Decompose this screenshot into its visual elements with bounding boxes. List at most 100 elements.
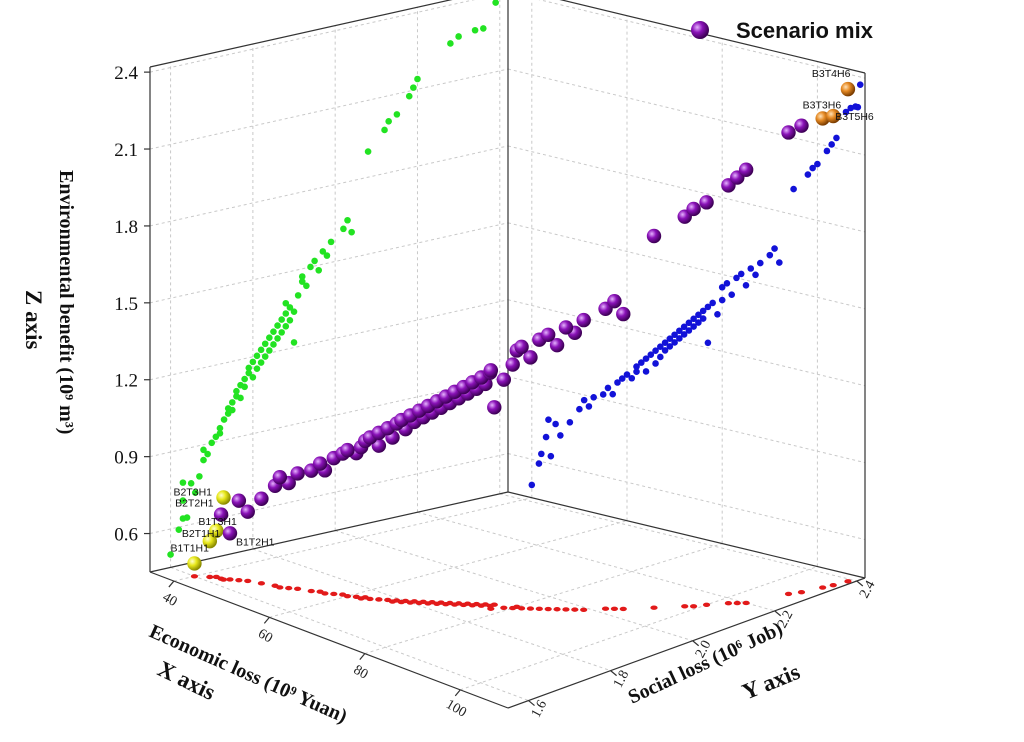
xy-projection-point: [650, 605, 658, 610]
y-axis-line: [507, 577, 866, 709]
yz-projection-point: [547, 452, 555, 460]
yz-projection-point: [623, 371, 631, 378]
xz-projection-point: [257, 359, 265, 366]
yz-projection-point: [709, 299, 716, 307]
yz-projection-point: [671, 331, 678, 339]
xy-projection-point: [244, 578, 252, 584]
z-axis-name: Z axis: [21, 290, 46, 349]
yz-projection-point: [685, 327, 693, 334]
x-tick-label: 80: [351, 663, 371, 683]
scenario-point: [272, 470, 288, 485]
yz-projection-point: [699, 307, 707, 315]
xy-projection-point: [366, 596, 374, 602]
yz-projection-point: [542, 433, 550, 441]
yz-projection-point: [545, 416, 552, 424]
floor-edge: [507, 491, 866, 579]
xz-projection-point: [274, 335, 281, 342]
scenario-point: [496, 372, 512, 387]
gridline-z-right: [507, 68, 866, 156]
xz-projection-point: [237, 394, 244, 402]
scenario-point: [738, 162, 754, 177]
xy-projection-point: [285, 585, 293, 591]
yz-projection-point: [599, 391, 607, 398]
xz-projection-point: [270, 341, 277, 348]
yz-projection-point: [854, 103, 862, 111]
top-edge: [559, 0, 866, 74]
scenario-point: [558, 320, 574, 335]
yz-projection-point: [557, 432, 564, 439]
xz-projection-point: [282, 310, 290, 317]
scenario-point: [607, 293, 622, 309]
y-tick-label: 1.8: [611, 668, 632, 690]
yz-projection-point: [833, 134, 840, 142]
xy-projection-point: [321, 591, 329, 596]
scenario-point: [202, 533, 218, 549]
gridline-z-left: [149, 299, 509, 381]
xz-projection-point: [245, 364, 253, 372]
xz-projection-point: [393, 111, 401, 118]
xz-projection-point: [266, 334, 273, 341]
scenario-point: [540, 327, 556, 342]
xz-projection-point: [183, 514, 191, 521]
xz-projection-point: [191, 489, 199, 496]
yz-projection-point: [676, 335, 683, 342]
point-label: B1T3H1: [198, 516, 237, 528]
yz-projection-point: [528, 481, 536, 489]
xz-projection-point: [257, 346, 265, 354]
floor-edge: [149, 491, 509, 573]
xz-projection-point: [274, 322, 281, 329]
xy-projection-point: [219, 577, 228, 582]
x-tick-mark: [454, 689, 461, 697]
yz-projection-point: [652, 347, 659, 354]
xz-projection-point: [315, 266, 323, 274]
xz-projection-point: [204, 450, 211, 458]
yz-projection-point: [718, 296, 726, 304]
xy-projection-point: [829, 582, 837, 588]
yz-projection-point: [742, 281, 750, 289]
xz-projection-point: [298, 273, 306, 280]
yz-projection-point: [766, 251, 774, 259]
yz-projection-point: [723, 279, 731, 287]
xz-projection-point: [245, 369, 253, 377]
x-tick-mark: [168, 580, 175, 588]
x-tick-label: 100: [443, 697, 469, 720]
yz-projection-point: [704, 339, 712, 347]
xz-projection-point: [364, 148, 372, 155]
scenario-point: [549, 338, 565, 353]
xz-projection-point: [480, 25, 487, 32]
xz-projection-point: [290, 339, 298, 346]
xz-projection-point: [303, 282, 310, 290]
gridline-y-floor: [252, 548, 611, 672]
xz-projection-point: [179, 479, 187, 486]
xz-projection-point: [179, 497, 187, 504]
xy-projection-point: [553, 607, 561, 612]
yz-projection-point: [690, 315, 697, 323]
scenario-point: [840, 81, 856, 97]
scenario-point: [487, 400, 502, 415]
yz-projection-point: [737, 270, 745, 278]
yz-projection-point: [704, 303, 712, 311]
xy-projection-point: [487, 606, 495, 611]
gridline-z-right: [507, 299, 866, 387]
xz-projection-point: [278, 329, 285, 336]
xy-projection-point: [307, 588, 315, 594]
legend: Scenario mix: [691, 18, 874, 43]
xz-projection-point: [228, 406, 236, 414]
z-tick-label: 1.2: [114, 371, 138, 392]
yz-projection-point: [685, 319, 693, 327]
yz-projection-point: [566, 419, 574, 426]
yz-projection-point: [618, 375, 626, 382]
xz-projection-point: [175, 526, 183, 533]
xy-projection-point: [681, 604, 689, 609]
xz-projection-point: [385, 118, 392, 125]
xz-projection-point: [410, 84, 417, 91]
scenario-point: [222, 526, 238, 541]
yz-projection-point: [647, 351, 655, 358]
point-label: B2T3H1: [173, 487, 212, 499]
scenario-point: [616, 306, 631, 322]
xz-projection-point: [471, 26, 479, 34]
scenario-point: [216, 490, 231, 505]
x-axis-line: [149, 571, 509, 709]
projection-layer: [167, 0, 864, 612]
xz-projection-point: [261, 340, 269, 348]
